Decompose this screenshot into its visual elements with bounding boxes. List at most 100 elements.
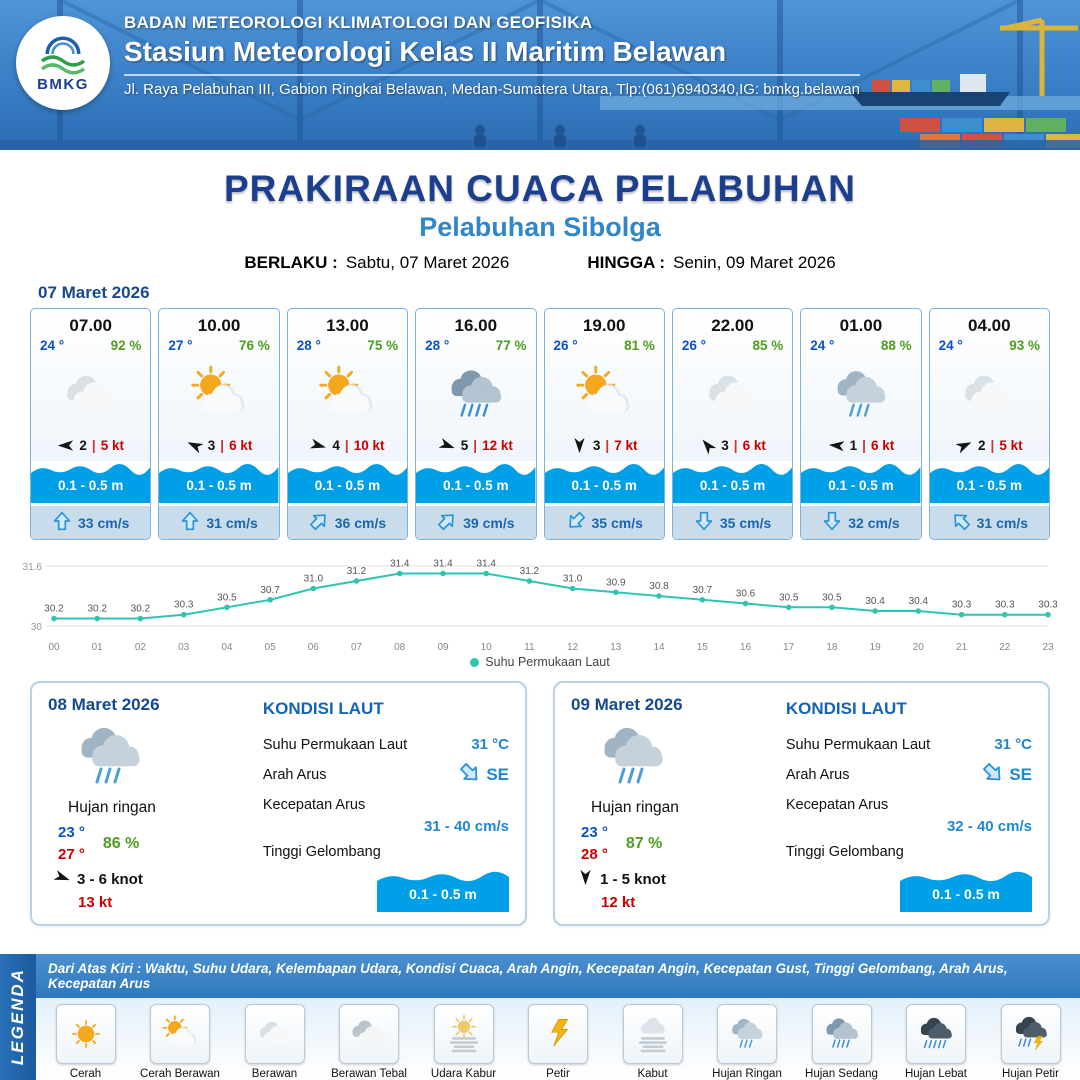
svg-text:31.4: 31.4 — [476, 559, 496, 570]
wave-height-row: Tinggi Gelombang — [786, 844, 1032, 860]
wind-speed: 2 — [978, 438, 986, 453]
svg-text:31.0: 31.0 — [563, 574, 583, 585]
current-speed-value: 32 - 40 cm/s — [946, 818, 1032, 835]
chart-legend: Suhu Permukaan Laut — [18, 655, 1062, 669]
legend-weather-icon — [622, 1004, 683, 1064]
gust-speed: 6 kt — [229, 438, 253, 453]
svg-text:30.2: 30.2 — [44, 604, 64, 615]
current-direction-icon — [822, 511, 842, 534]
svg-text:31.4: 31.4 — [433, 559, 453, 570]
wave-height: 0.1 - 0.5 m — [186, 478, 252, 493]
temp-humidity-row: 24 ° 88 % — [801, 338, 920, 353]
sst-row: Suhu Permukaan Laut 31 °C — [263, 736, 509, 753]
legend-section: LEGENDA Dari Atas Kiri : Waktu, Suhu Uda… — [0, 954, 1080, 1080]
legend-item-label: Hujan Petir — [1002, 1068, 1059, 1080]
current-info: 35 cm/s — [672, 503, 793, 539]
wind-info: 2 | 5 kt — [31, 437, 150, 461]
humidity: 81 % — [624, 338, 655, 353]
current-speed: 39 cm/s — [463, 514, 515, 531]
current-info: 36 cm/s — [287, 503, 408, 539]
forecast-card: 22.00 26 ° 85 % 3 | 6 kt 0.1 - 0.5 m 35 … — [671, 308, 794, 540]
temp-humidity-row: 28 ° 77 % — [416, 338, 535, 353]
wind-divider: | — [473, 438, 478, 453]
forecast-time: 07.00 — [69, 316, 112, 335]
gust-speed: 12 kt — [601, 893, 636, 911]
forecast-time: 01.00 — [839, 316, 883, 335]
current-speed: 36 cm/s — [334, 514, 387, 531]
svg-text:30.5: 30.5 — [779, 592, 799, 603]
hingga-label: HINGGA : — [587, 253, 666, 272]
svg-text:30.3: 30.3 — [995, 600, 1015, 611]
forecast-time: 13.00 — [326, 316, 369, 335]
current-direction-icon — [437, 511, 457, 534]
daily-forecast-card: 09 Maret 2026 Hujan ringan 23 ° 28 ° 87 … — [553, 681, 1050, 926]
legend-weather-icon — [1000, 1004, 1061, 1064]
wind-direction-icon — [699, 437, 717, 454]
wind-info: 4 | 10 kt — [288, 437, 407, 461]
wave-height: 0.1 - 0.5 m — [956, 478, 1022, 493]
wind-info: 3 | 6 kt — [673, 437, 792, 461]
sst-value: 31 °C — [471, 736, 509, 753]
humidity: 85 % — [752, 338, 784, 353]
current-direction-icon — [694, 511, 714, 534]
temp-humidity-row: 26 ° 85 % — [673, 338, 792, 353]
legend-weather-icon — [339, 1004, 399, 1064]
wave-height: 0.1 - 0.5 m — [828, 478, 894, 493]
weather-icon — [288, 353, 407, 437]
wave-height-band: 0.1 - 0.5 m — [672, 461, 793, 503]
svg-text:13: 13 — [610, 642, 622, 653]
wave-height-label: Tinggi Gelombang — [262, 844, 381, 860]
wind-speed: 1 - 5 knot — [600, 870, 666, 888]
current-direction-label: Arah Arus — [785, 767, 850, 783]
sst-chart: 31.6 30 30.2 00 30.2 01 30.2 02 30.3 03 30.5 04 30.7… — [0, 540, 1080, 670]
wave-height: 0.1 - 0.5 m — [699, 478, 766, 493]
svg-text:19: 19 — [870, 642, 882, 653]
temperature-values: 23 ° 27 ° — [58, 822, 85, 866]
svg-text:30.5: 30.5 — [217, 592, 237, 603]
wind-speed: 3 — [721, 438, 729, 453]
current-speed: 33 cm/s — [78, 514, 130, 531]
wind-divider: | — [220, 438, 225, 453]
daily-forecast-row: 08 Maret 2026 Hujan ringan 23 ° 27 ° 86 … — [0, 669, 1080, 926]
current-direction-value: SE — [1009, 765, 1032, 784]
wind-direction-icon — [438, 437, 456, 454]
current-speed: 31 cm/s — [206, 514, 258, 531]
wave-shape — [544, 464, 664, 503]
temp-humidity-row: 24 ° 92 % — [31, 338, 150, 353]
wind-divider: | — [91, 438, 96, 453]
forecast-time: 10.00 — [197, 316, 241, 335]
weather-icon — [801, 353, 920, 437]
gust-speed: 6 kt — [870, 438, 895, 453]
legend-weather-icon — [906, 1004, 966, 1064]
sea-conditions: KONDISI LAUT Suhu Permukaan Laut 31 °C A… — [782, 695, 1032, 912]
current-info: 32 cm/s — [801, 503, 921, 539]
wind-info: 5 | 12 kt — [416, 437, 535, 461]
svg-text:30.8: 30.8 — [649, 581, 669, 592]
legend-body: Dari Atas Kiri : Waktu, Suhu Udara, Kele… — [36, 954, 1080, 1080]
svg-text:08: 08 — [394, 642, 406, 653]
wind-direction-icon — [828, 437, 845, 454]
svg-text:30.6: 30.6 — [736, 589, 756, 600]
weather-icon — [545, 353, 664, 437]
legend-item: Hujan Petir — [986, 1004, 1076, 1080]
wave-shape — [900, 871, 1032, 912]
legend-item: Udara Kabur — [419, 1004, 509, 1080]
weather-icon — [48, 715, 251, 799]
svg-text:31.4: 31.4 — [390, 559, 410, 570]
sst-line-chart: 31.63030.20030.20130.20230.30330.50430.7… — [23, 559, 1059, 654]
svg-text:30.4: 30.4 — [865, 596, 885, 607]
daily-date: 08 Maret 2026 — [48, 695, 160, 714]
legend-item-label: Berawan Tebal — [331, 1068, 407, 1080]
legend-weather-icon — [528, 1004, 588, 1064]
svg-text:05: 05 — [265, 642, 277, 653]
current-direction-icon — [309, 511, 329, 534]
page-title: PRAKIRAAN CUACA PELABUHAN — [223, 168, 857, 209]
validity-period: BERLAKU : Sabtu, 07 Maret 2026 HINGGA : … — [0, 253, 1080, 273]
svg-text:30: 30 — [31, 622, 43, 633]
humidity: 87 % — [625, 834, 663, 852]
gust-speed: 5 kt — [100, 438, 124, 453]
svg-text:02: 02 — [135, 642, 147, 653]
wave-height-band: 0.1 - 0.5 m — [287, 461, 408, 503]
current-direction-icon — [459, 762, 481, 788]
wind-divider: | — [733, 438, 738, 453]
